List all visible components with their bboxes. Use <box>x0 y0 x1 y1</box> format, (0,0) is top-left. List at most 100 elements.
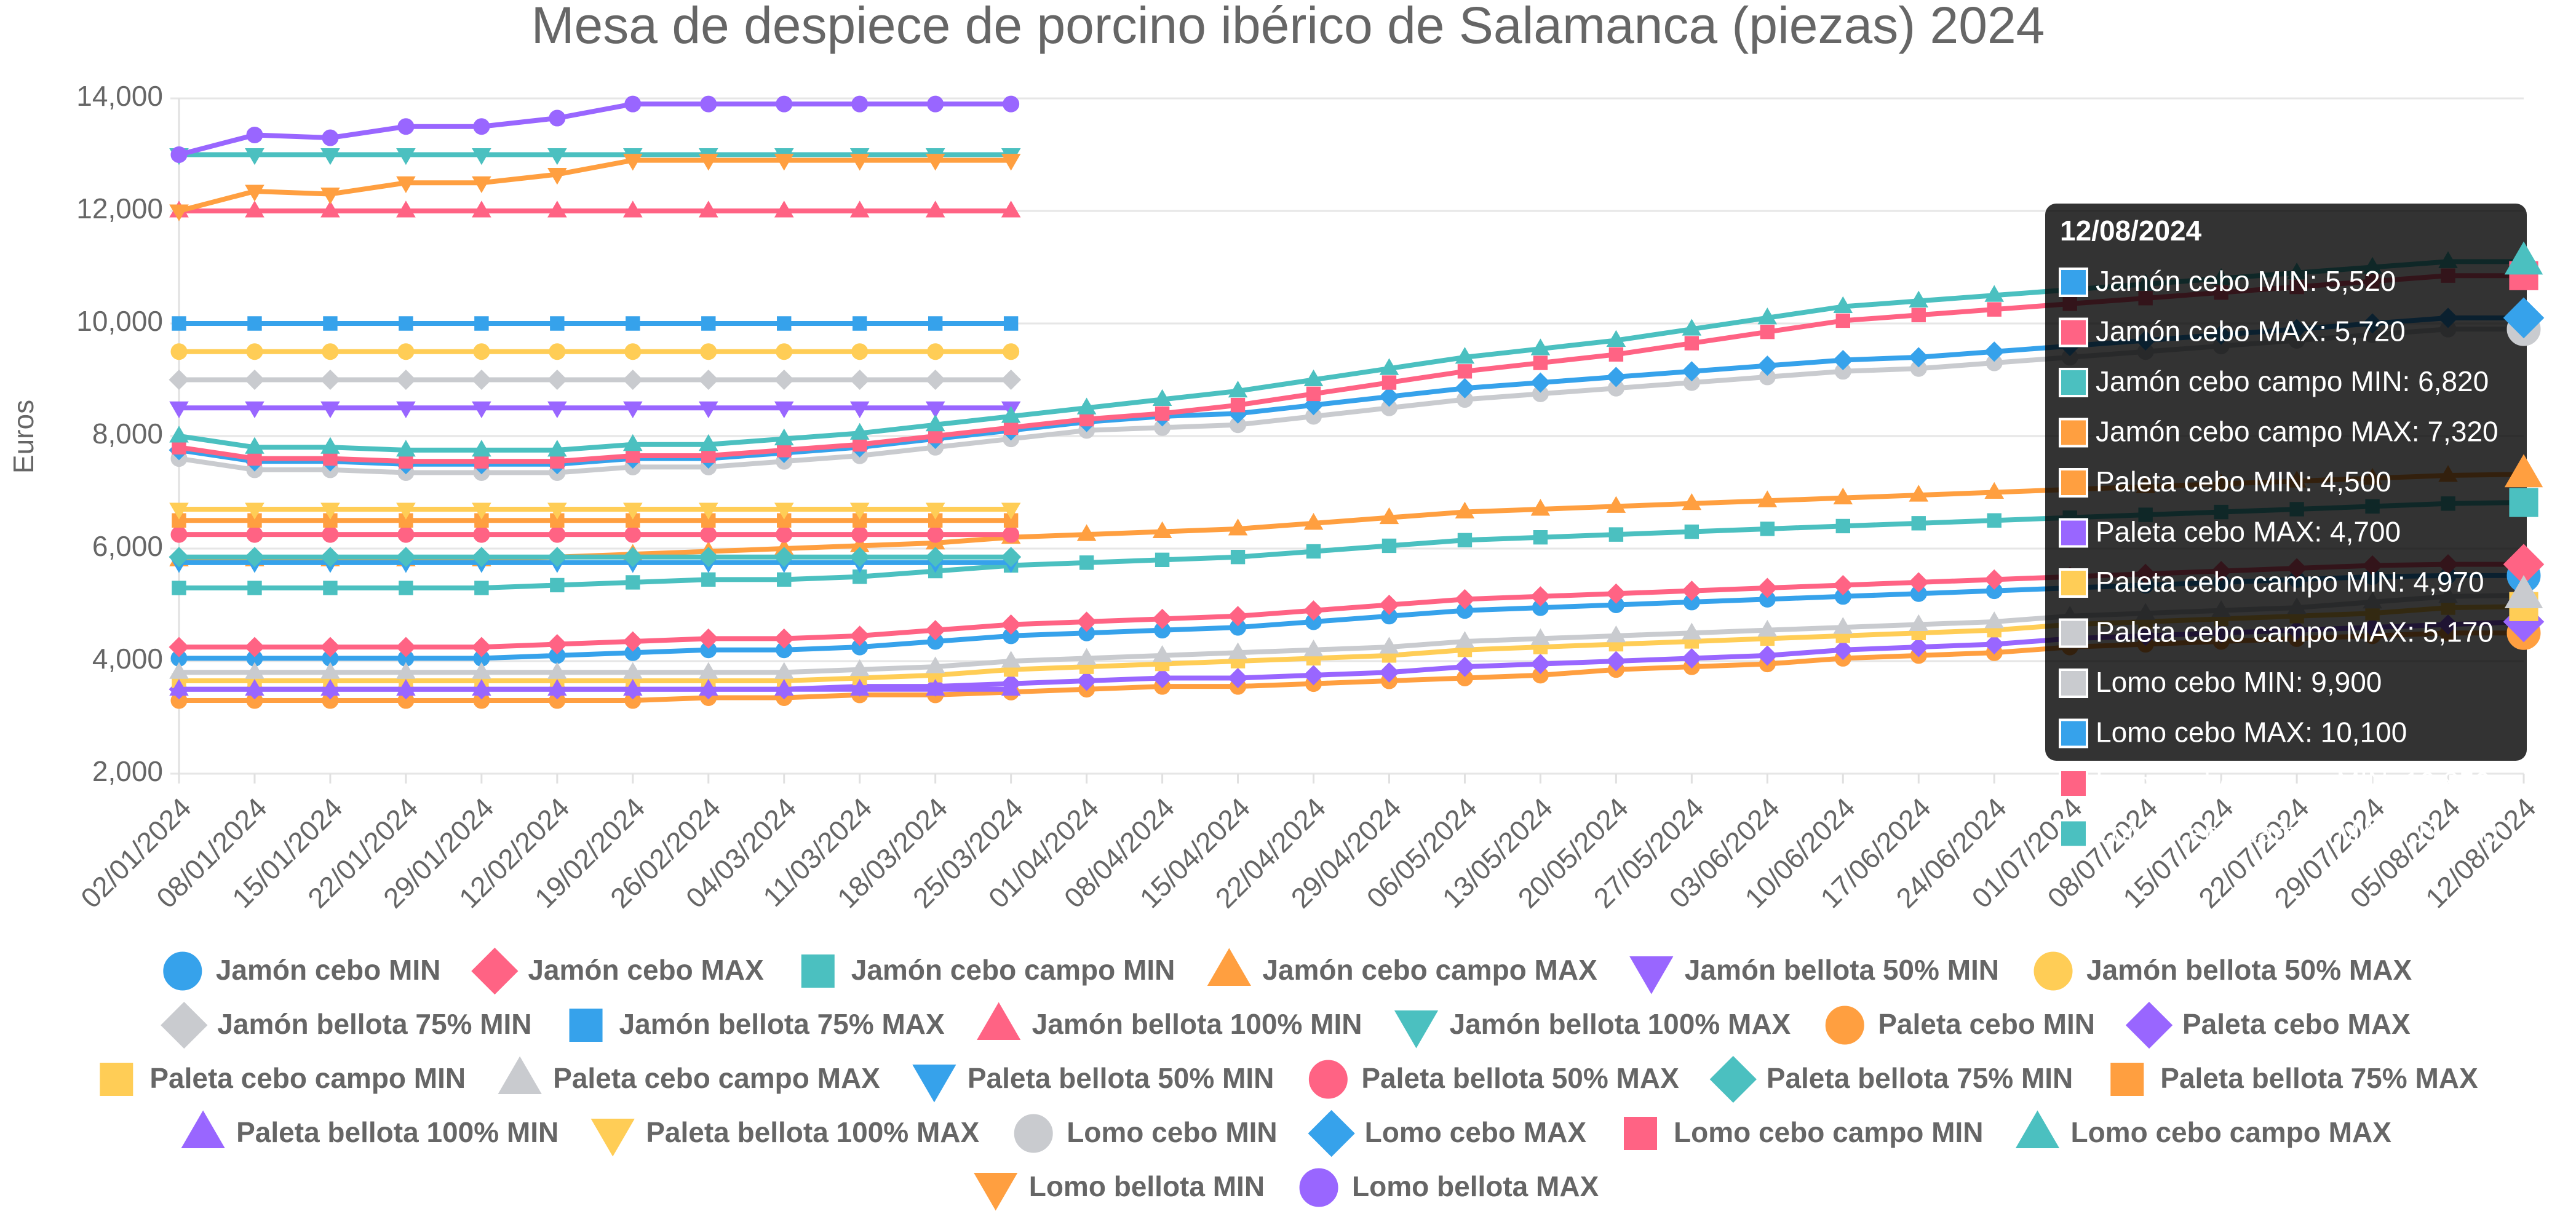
tooltip-item: Lomo cebo MAX: 10,100 <box>2096 716 2407 748</box>
point <box>1076 670 1097 691</box>
point <box>1076 397 1097 415</box>
point <box>623 154 643 171</box>
legend-marker <box>1207 948 1251 986</box>
point <box>1684 524 1699 539</box>
point <box>774 369 795 391</box>
point <box>1454 656 1475 677</box>
legend-label: Paleta bellota 75% MAX <box>2160 1062 2478 1094</box>
point <box>1760 325 1775 339</box>
series <box>169 678 1021 696</box>
point <box>169 369 189 391</box>
point <box>626 575 640 590</box>
legend-label: Jamón bellota 75% MAX <box>619 1008 945 1040</box>
point <box>547 634 568 655</box>
tooltip-swatch <box>2059 368 2088 397</box>
point <box>623 678 643 696</box>
point <box>170 146 188 163</box>
point <box>1378 662 1400 683</box>
point <box>396 547 416 568</box>
point <box>925 414 945 432</box>
point <box>927 526 944 543</box>
tooltip-series-name: Paleta cebo campo MAX <box>2096 616 2407 648</box>
point <box>1303 369 1324 386</box>
point <box>471 547 492 568</box>
point <box>244 369 265 391</box>
legend-marker <box>1308 1109 1355 1157</box>
point <box>1001 547 1022 568</box>
point <box>849 625 870 646</box>
point <box>473 343 490 360</box>
point <box>170 526 188 543</box>
tooltip-swatch <box>2059 418 2088 448</box>
point <box>698 434 718 451</box>
legend-item: Paleta cebo MIN <box>1825 1006 2095 1045</box>
point <box>169 401 189 419</box>
series <box>169 547 1022 568</box>
y-tick-label: 10,000 <box>76 305 163 337</box>
legend-marker <box>1308 1060 1348 1099</box>
point <box>1835 313 1850 328</box>
tooltip-swatch <box>2059 769 2088 798</box>
point <box>626 316 640 331</box>
tooltip-series-name: Paleta cebo MAX <box>2096 516 2314 548</box>
point <box>777 443 792 458</box>
y-axis-label: Euros <box>7 400 39 474</box>
tooltip-item: Lomo cebo MIN: 9,900 <box>2096 666 2382 698</box>
point <box>1530 586 1551 607</box>
tooltip-series-name: Lomo cebo campo MIN <box>2096 766 2388 798</box>
tooltip-series-name: Lomo cebo MAX <box>2096 716 2305 748</box>
point <box>396 369 416 391</box>
legend-marker <box>974 1173 1018 1211</box>
point <box>245 678 264 696</box>
point <box>623 502 643 520</box>
point <box>472 678 491 696</box>
point <box>473 118 490 135</box>
point <box>1908 572 1929 593</box>
point <box>1379 637 1399 654</box>
point <box>1608 347 1624 362</box>
series <box>172 513 1019 528</box>
point <box>698 628 719 649</box>
legend-item: Lomo cebo MAX <box>1308 1109 1586 1157</box>
legend-item: Paleta bellota 100% MAX <box>590 1116 980 1157</box>
point <box>396 502 416 520</box>
point <box>1306 386 1321 402</box>
point <box>698 369 719 391</box>
tooltip-value: 11,100 <box>2413 817 2497 849</box>
tooltip-series-name: Lomo cebo campo MAX <box>2096 817 2398 849</box>
point <box>1605 651 1626 672</box>
point <box>1001 200 1021 218</box>
series <box>169 401 1021 419</box>
legend-marker <box>977 1002 1021 1040</box>
point <box>550 316 565 331</box>
point <box>849 423 870 440</box>
legend-label: Paleta cebo campo MIN <box>149 1062 466 1094</box>
series <box>170 526 1020 543</box>
point <box>1681 648 1702 669</box>
point <box>323 316 338 331</box>
point <box>397 526 415 543</box>
tooltip-item: Paleta cebo MAX: 4,700 <box>2096 516 2401 548</box>
point <box>624 343 642 360</box>
point <box>1911 516 1926 531</box>
tooltip-value: 7,320 <box>2427 416 2498 448</box>
legend-item: Jamón bellota 50% MAX <box>2033 951 2412 991</box>
point <box>1155 552 1170 567</box>
point <box>1681 361 1702 382</box>
legend-marker <box>569 1009 603 1042</box>
point <box>1832 640 1853 661</box>
point <box>172 440 186 454</box>
point <box>1605 583 1626 604</box>
legend-label: Lomo cebo campo MIN <box>1674 1116 1983 1148</box>
tooltip-series-name: Jamón cebo campo MAX <box>2096 416 2412 448</box>
point <box>1681 581 1702 601</box>
legend-label: Jamón bellota 50% MIN <box>1685 954 1999 986</box>
point <box>1605 367 1626 387</box>
point <box>1001 154 1021 171</box>
point <box>169 662 189 679</box>
point <box>1454 589 1475 609</box>
point <box>247 451 262 466</box>
point <box>547 678 567 696</box>
tooltip-value: 10,100 <box>2321 716 2407 748</box>
point <box>471 637 492 657</box>
